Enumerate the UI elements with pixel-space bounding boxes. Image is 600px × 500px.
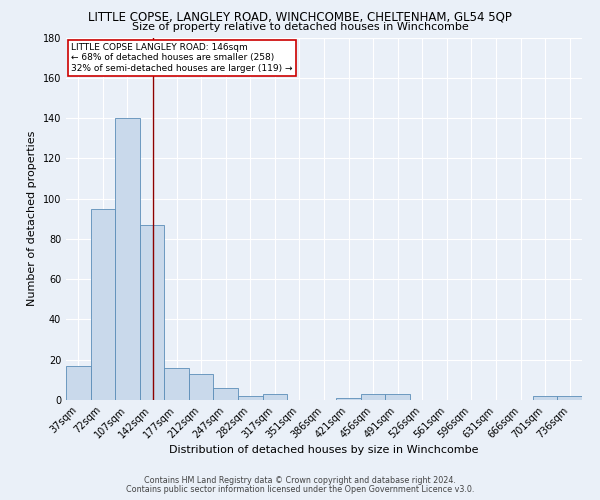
Bar bbox=[361, 394, 385, 400]
Text: Contains HM Land Registry data © Crown copyright and database right 2024.: Contains HM Land Registry data © Crown c… bbox=[144, 476, 456, 485]
Bar bbox=[533, 396, 557, 400]
Text: LITTLE COPSE LANGLEY ROAD: 146sqm
← 68% of detached houses are smaller (258)
32%: LITTLE COPSE LANGLEY ROAD: 146sqm ← 68% … bbox=[71, 43, 293, 72]
Bar bbox=[189, 374, 214, 400]
Bar bbox=[263, 394, 287, 400]
Y-axis label: Number of detached properties: Number of detached properties bbox=[27, 131, 37, 306]
Bar bbox=[115, 118, 140, 400]
Bar bbox=[238, 396, 263, 400]
Bar bbox=[66, 366, 91, 400]
Text: Contains public sector information licensed under the Open Government Licence v3: Contains public sector information licen… bbox=[126, 485, 474, 494]
Text: Size of property relative to detached houses in Winchcombe: Size of property relative to detached ho… bbox=[131, 22, 469, 32]
Bar bbox=[140, 225, 164, 400]
Bar bbox=[336, 398, 361, 400]
Text: LITTLE COPSE, LANGLEY ROAD, WINCHCOMBE, CHELTENHAM, GL54 5QP: LITTLE COPSE, LANGLEY ROAD, WINCHCOMBE, … bbox=[88, 11, 512, 24]
Bar bbox=[164, 368, 189, 400]
X-axis label: Distribution of detached houses by size in Winchcombe: Distribution of detached houses by size … bbox=[169, 446, 479, 456]
Bar bbox=[385, 394, 410, 400]
Bar bbox=[557, 396, 582, 400]
Bar bbox=[91, 208, 115, 400]
Bar bbox=[214, 388, 238, 400]
